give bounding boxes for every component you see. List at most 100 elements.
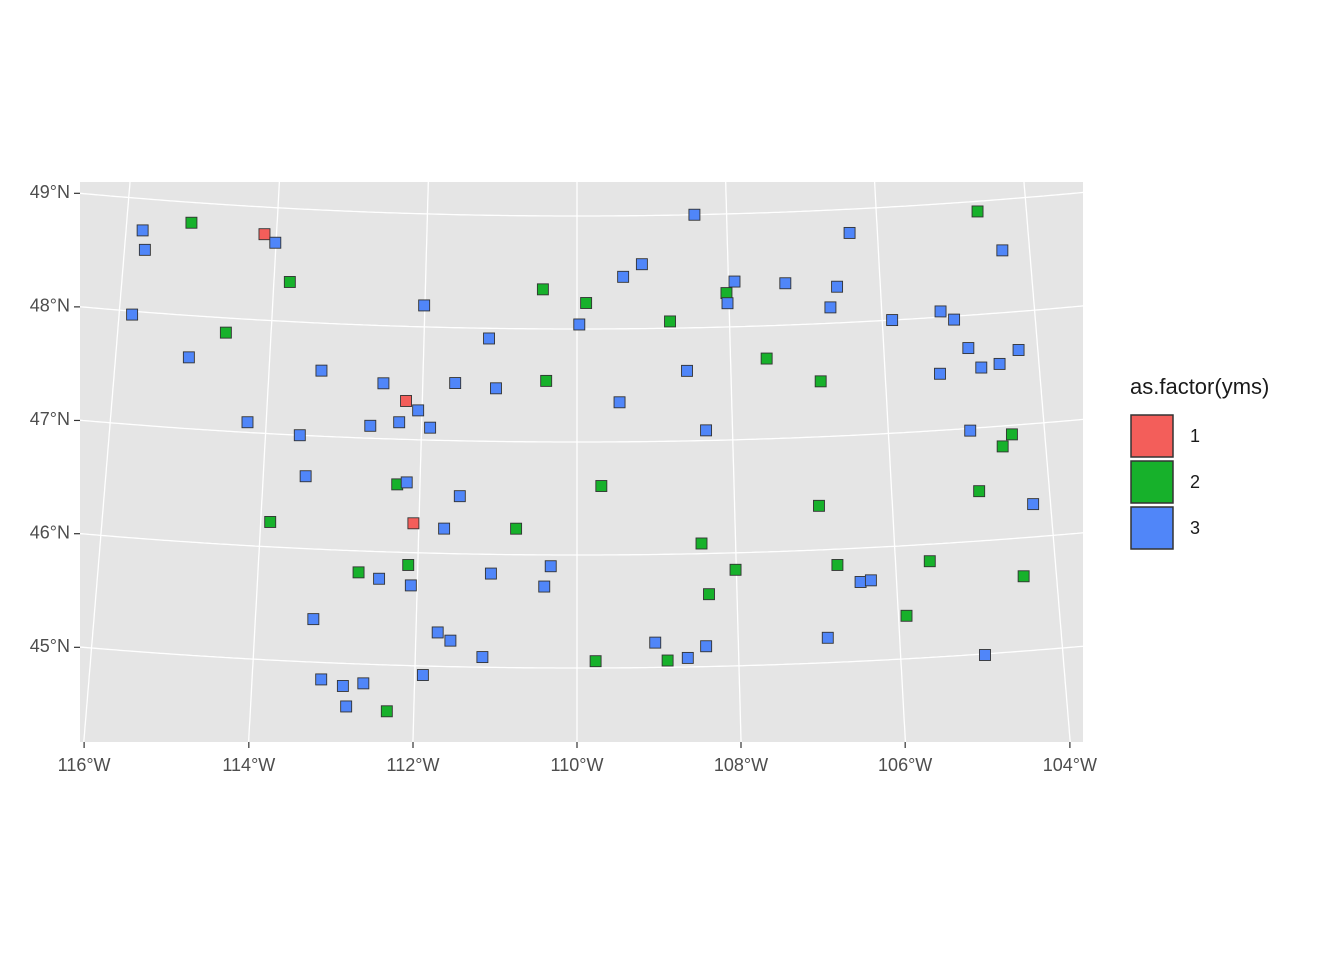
point	[1005, 428, 1018, 441]
meridian	[1023, 182, 1071, 742]
point	[126, 308, 139, 321]
point	[728, 275, 741, 288]
points	[126, 205, 1040, 718]
point	[948, 313, 961, 326]
point	[695, 537, 708, 550]
point	[1027, 498, 1040, 511]
point	[664, 315, 676, 328]
point	[617, 270, 630, 283]
point	[402, 559, 415, 571]
point	[681, 651, 694, 664]
point	[404, 579, 417, 592]
point	[1017, 570, 1030, 583]
point	[538, 580, 551, 593]
point	[700, 640, 713, 653]
x-tick-label: 106°W	[878, 755, 932, 775]
point	[307, 613, 320, 626]
point	[299, 470, 312, 483]
point	[934, 367, 946, 380]
meridian	[725, 182, 742, 742]
point	[573, 318, 586, 331]
point	[400, 395, 412, 407]
point	[681, 364, 693, 377]
point	[971, 205, 984, 218]
axes: 116°W 114°W 112°W 110°W 108°W 106°W 104°W 45°N 4…	[30, 182, 1097, 775]
point	[400, 476, 413, 489]
point	[424, 421, 437, 434]
point	[412, 404, 425, 417]
point	[813, 499, 825, 512]
point	[649, 636, 662, 649]
point	[831, 280, 844, 293]
x-tick-label: 110°W	[551, 755, 604, 775]
point	[490, 382, 502, 395]
point	[962, 342, 975, 355]
point	[831, 559, 844, 571]
point	[510, 522, 523, 535]
point	[444, 634, 457, 647]
point	[661, 654, 674, 667]
x-tick-label: 114°W	[222, 755, 275, 775]
point	[814, 375, 827, 388]
point	[721, 297, 734, 310]
point	[340, 700, 353, 713]
point	[595, 480, 608, 492]
point	[934, 305, 947, 318]
point	[824, 301, 837, 314]
point	[241, 416, 254, 429]
meridian	[83, 182, 131, 742]
point	[964, 424, 977, 437]
point	[979, 649, 991, 661]
legend-title: as.factor(yms)	[1130, 374, 1269, 399]
point	[544, 560, 557, 573]
x-tick-label: 108°W	[714, 755, 768, 775]
point	[996, 244, 1009, 257]
point	[760, 352, 773, 365]
point	[843, 226, 856, 239]
point	[352, 566, 365, 579]
point	[357, 677, 370, 690]
point	[729, 563, 742, 576]
point	[580, 297, 593, 309]
meridian	[412, 182, 429, 742]
point	[975, 361, 988, 374]
point	[854, 576, 867, 588]
legend-key	[1130, 414, 1174, 458]
y-tick-label: 49°N	[30, 182, 70, 202]
point	[138, 243, 151, 256]
point	[182, 351, 195, 364]
point	[453, 490, 466, 503]
point	[613, 396, 626, 409]
point	[449, 377, 462, 389]
x-tick-label: 104°W	[1043, 755, 1097, 775]
point	[264, 516, 277, 528]
point	[996, 440, 1009, 453]
point	[476, 651, 489, 664]
point	[589, 655, 602, 668]
legend-label: 2	[1190, 472, 1200, 492]
point	[269, 236, 282, 249]
x-tick-label: 116°W	[58, 755, 111, 775]
parallel	[80, 191, 1083, 217]
point	[438, 522, 451, 535]
point	[1012, 344, 1025, 356]
legend-label: 1	[1190, 426, 1200, 446]
point	[923, 555, 936, 568]
point	[483, 332, 495, 345]
y-tick-label: 48°N	[30, 296, 70, 316]
point	[431, 626, 444, 639]
x-tick-label: 112°W	[387, 755, 440, 775]
point	[136, 224, 149, 237]
point	[283, 276, 296, 288]
point	[900, 609, 913, 622]
point	[336, 680, 349, 692]
point	[484, 567, 497, 580]
y-tick-label: 46°N	[30, 522, 70, 542]
point	[418, 299, 431, 312]
point	[258, 228, 271, 241]
meridian	[873, 182, 907, 742]
point	[219, 326, 232, 339]
parallel	[80, 532, 1083, 556]
point	[886, 314, 899, 327]
